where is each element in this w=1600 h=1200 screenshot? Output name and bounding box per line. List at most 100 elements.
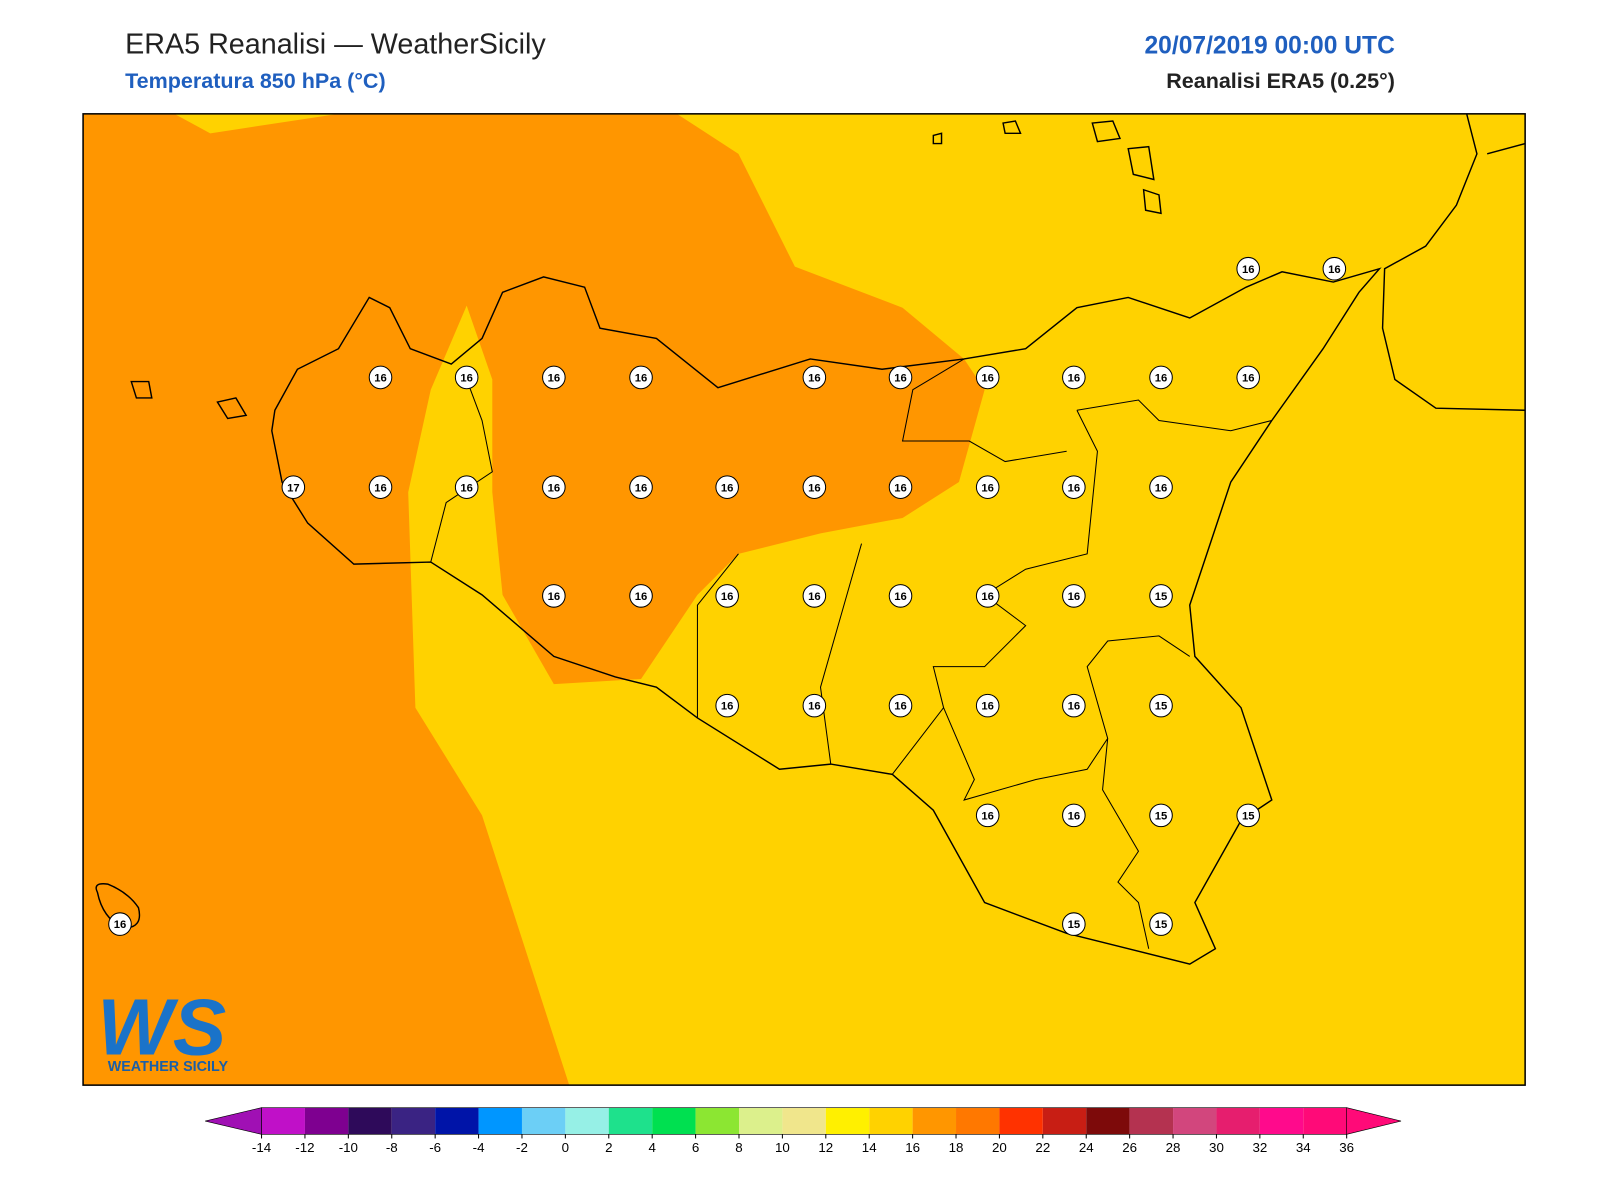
colorbar-bin: [999, 1107, 1043, 1135]
station-value: 16: [721, 701, 734, 713]
colorbar-bin: [912, 1107, 957, 1135]
station-value: 15: [1155, 701, 1168, 713]
station-value: 16: [1068, 810, 1081, 822]
colorbar-bin: [869, 1107, 913, 1135]
station-value: 15: [1155, 810, 1168, 822]
colorbar-bin: [261, 1107, 305, 1135]
station-marker: [108, 912, 132, 936]
station-value: 16: [460, 373, 473, 385]
colorbar-tick-label: -14: [252, 1140, 272, 1155]
station-marker: [629, 365, 653, 390]
station-value: 16: [808, 373, 821, 385]
station-marker: [715, 584, 739, 608]
station-value: 15: [1155, 919, 1168, 931]
colorbar-tick-label: 18: [949, 1140, 964, 1155]
station-marker: [542, 365, 566, 390]
colorbar-tick-label: 28: [1166, 1140, 1181, 1155]
map: [83, 113, 1526, 1086]
station-marker: [454, 365, 479, 390]
station-value: 15: [1155, 591, 1168, 603]
station-marker: [368, 365, 393, 390]
station-marker: [542, 475, 566, 499]
station-marker: [715, 475, 739, 499]
station-value: 16: [894, 373, 907, 385]
station-marker: [1236, 365, 1260, 390]
station-marker: [1236, 256, 1260, 281]
station-value: 16: [548, 591, 561, 603]
colorbar-bin: [1042, 1107, 1087, 1135]
colorbar-tick-label: 30: [1209, 1140, 1224, 1155]
station-marker: [802, 365, 827, 390]
colorbar-tick-label: 24: [1079, 1140, 1094, 1155]
colorbar-tick-label: -4: [473, 1140, 485, 1155]
station-marker: [1149, 803, 1173, 828]
colorbar: -14 -12 -10 -8 -6 -4 -2 0 2 4 6 8 10 12 14 16 18 20 22 24 26…: [205, 1107, 1402, 1155]
station-value: 16: [1155, 373, 1168, 385]
colorbar-tick-label: 2: [605, 1140, 612, 1155]
colorbar-bin: [304, 1107, 349, 1135]
colorbar-tick-label: 14: [862, 1140, 877, 1155]
colorbar-bin: [478, 1107, 522, 1135]
subtitle: Temperatura 850 hPa (°C): [125, 69, 386, 93]
mild-area: [174, 113, 339, 134]
station-marker: [281, 475, 306, 499]
station-value: 16: [1068, 373, 1081, 385]
colorbar-tick-label: -6: [429, 1140, 441, 1155]
datetime: 20/07/2019 00:00 UTC: [1144, 32, 1395, 59]
station-value: 16: [114, 919, 127, 931]
station-marker: [1062, 912, 1086, 936]
province-border: [430, 358, 1272, 949]
colorbar-bin: [1086, 1107, 1130, 1135]
station-value: 16: [894, 701, 907, 713]
station-marker: [888, 365, 913, 390]
colorbar-tick-label: 36: [1339, 1140, 1354, 1155]
station-value: 16: [894, 482, 907, 494]
colorbar-bin: [1216, 1107, 1260, 1135]
source: Reanalisi ERA5 (0.25°): [1166, 69, 1395, 93]
colorbar-bin: [1259, 1107, 1304, 1135]
colorbar-tick-label: 0: [562, 1140, 569, 1155]
station-marker: [888, 693, 913, 718]
colorbar-bin: [652, 1107, 696, 1135]
station-marker: [629, 584, 653, 608]
station-value: 16: [374, 482, 387, 494]
station-marker: [629, 475, 653, 499]
colorbar-bin: [435, 1107, 479, 1135]
station-value: 16: [981, 591, 994, 603]
station-marker: [1149, 912, 1173, 936]
station-value: 16: [808, 482, 821, 494]
logo-name: WEATHER SICILY: [108, 1059, 229, 1075]
station-marker: [542, 584, 566, 608]
station-marker: [802, 584, 827, 608]
station-marker: [1149, 475, 1173, 499]
station-value: 17: [287, 482, 300, 494]
colorbar-tick-label: 32: [1252, 1140, 1267, 1155]
station-marker: [1149, 584, 1173, 608]
coastline: [1381, 113, 1526, 411]
colorbar-over: [1346, 1107, 1402, 1135]
station-value: 16: [1242, 264, 1255, 276]
station-marker: [1149, 365, 1173, 390]
station-value: 15: [1242, 810, 1255, 822]
station-marker: [1062, 584, 1086, 608]
colorbar-bin: [695, 1107, 739, 1135]
station-marker: [888, 475, 913, 499]
station-labels: 16 16 16 16 16 16 16 16 16 16 16 16 17 16 16 16 16 16 16 16…: [108, 256, 1347, 936]
colorbar-tick-label: 4: [648, 1140, 656, 1155]
station-marker: [888, 584, 913, 608]
island: [95, 120, 1162, 929]
colorbar-bin: [1129, 1107, 1174, 1135]
station-value: 16: [1068, 701, 1081, 713]
colorbar-tick-label: 22: [1035, 1140, 1050, 1155]
colorbar-tick-label: -8: [386, 1140, 398, 1155]
station-value: 16: [721, 591, 734, 603]
colorbar-tick-label: 10: [775, 1140, 790, 1155]
station-value: 16: [548, 373, 561, 385]
station-value: 16: [1328, 264, 1341, 276]
logo: WS WEATHER SICILY: [97, 982, 228, 1074]
colorbar-bin: [608, 1107, 653, 1135]
station-marker: [975, 803, 1000, 828]
colorbar-tick-label: 26: [1122, 1140, 1137, 1155]
colorbar-tick-label: 20: [992, 1140, 1007, 1155]
title: ERA5 Reanalisi — WeatherSicily: [125, 28, 546, 60]
